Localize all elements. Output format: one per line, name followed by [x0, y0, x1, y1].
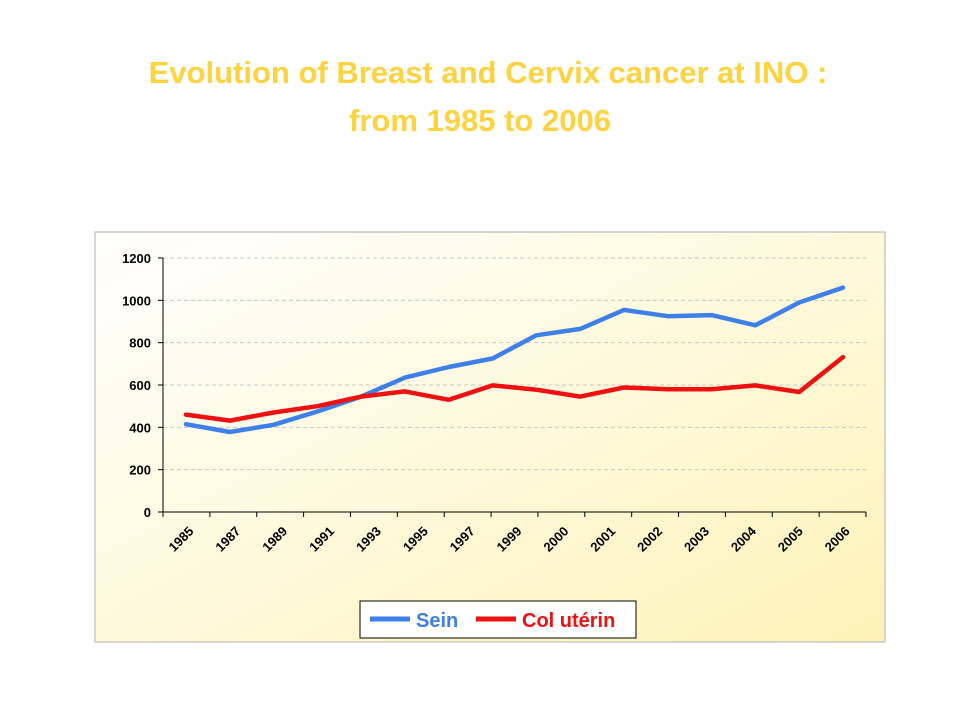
legend-label-sein: Sein — [416, 610, 458, 632]
chart-title-line-1: Evolution of Breast and Cervix cancer at… — [148, 55, 828, 90]
y-tick-label: 0 — [144, 505, 151, 520]
y-tick-label: 400 — [129, 420, 151, 435]
y-tick-label: 600 — [129, 378, 151, 393]
y-tick-label: 1200 — [122, 251, 151, 266]
y-axis-ticks: 0 200 400 600 800 1000 1200 — [122, 251, 163, 520]
chart-title-line-2: from 1985 to 2006 — [349, 103, 611, 138]
series-lines — [183, 285, 846, 435]
series-line-sein — [183, 285, 846, 435]
legend: Sein Col utérin — [359, 600, 637, 639]
y-tick-label: 1000 — [122, 293, 151, 308]
y-tick-label: 800 — [129, 336, 151, 351]
chart-area — [94, 231, 886, 643]
legend-label-col-uterin: Col utérin — [522, 610, 615, 632]
gridlines — [163, 257, 866, 471]
y-tick-label: 200 — [129, 463, 151, 478]
series-line-col-uterin — [183, 354, 846, 423]
